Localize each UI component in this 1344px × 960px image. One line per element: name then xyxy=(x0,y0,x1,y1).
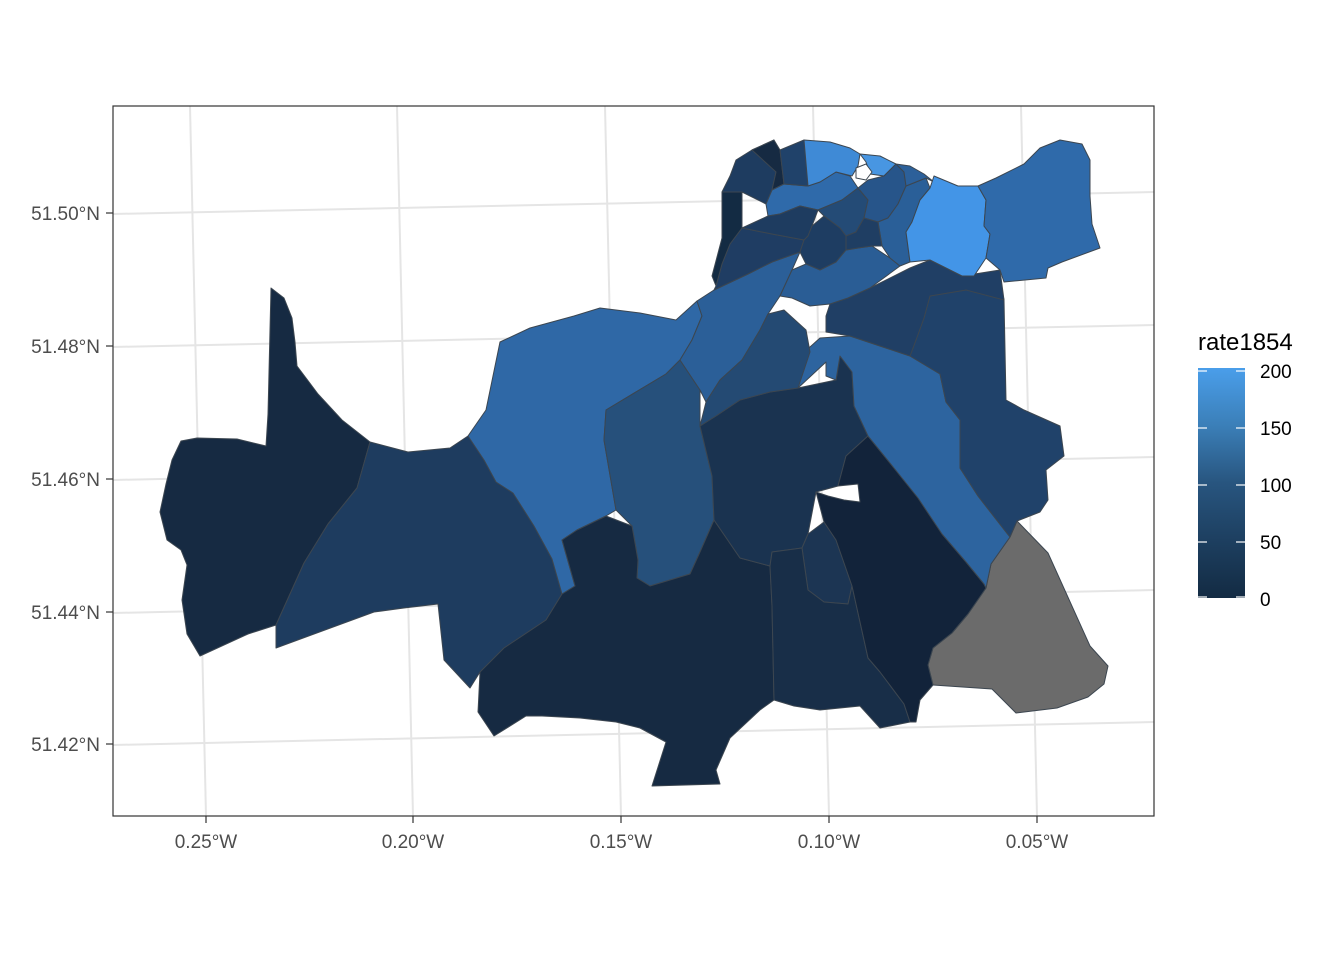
x-axis: 0.25°W 0.20°W 0.15°W 0.10°W 0.05°W xyxy=(175,816,1069,853)
y-tick-label: 51.44°N xyxy=(31,603,100,624)
legend-colorbar xyxy=(1198,368,1245,598)
district-northeast-far[interactable] xyxy=(977,139,1101,283)
x-tick-label: 0.15°W xyxy=(590,832,653,853)
y-tick-label: 51.48°N xyxy=(31,337,100,358)
legend-tick-label: 50 xyxy=(1260,533,1281,554)
district-north-east-c[interactable] xyxy=(845,217,883,251)
x-tick-label: 0.10°W xyxy=(798,832,861,853)
legend-tick-label: 100 xyxy=(1260,476,1292,497)
x-tick-label: 0.05°W xyxy=(1006,832,1069,853)
district-east-middle[interactable] xyxy=(825,259,1005,357)
district-north-bright[interactable] xyxy=(803,139,861,187)
x-tick-label: 0.25°W xyxy=(175,832,238,853)
district-east-far[interactable] xyxy=(909,281,1065,538)
district-south-large[interactable] xyxy=(477,515,775,787)
legend-tick-label: 150 xyxy=(1260,419,1292,440)
legend-title: rate1854 xyxy=(1198,329,1293,356)
y-axis: 51.50°N 51.48°N 51.46°N 51.44°N 51.42°N xyxy=(31,204,113,756)
y-tick-label: 51.46°N xyxy=(31,470,100,491)
districts xyxy=(159,139,1109,787)
grid-parallel-5142 xyxy=(113,721,1154,746)
district-west-far[interactable] xyxy=(159,287,371,657)
y-tick-label: 51.50°N xyxy=(31,204,100,225)
district-north-east-d[interactable] xyxy=(895,163,935,187)
legend: rate1854 200 150 100 50 0 xyxy=(1198,329,1293,611)
legend-tick-label: 200 xyxy=(1260,362,1292,383)
map-panel-border xyxy=(112,105,1155,817)
x-tick-label: 0.20°W xyxy=(382,832,445,853)
y-tick-label: 51.42°N xyxy=(31,735,100,756)
district-mid-diagonal[interactable] xyxy=(699,309,811,427)
legend-colorbar-ticks xyxy=(1198,370,1245,598)
district-river-gap xyxy=(855,163,873,181)
district-northwest-dark[interactable] xyxy=(711,191,743,287)
legend-tick-label: 0 xyxy=(1260,590,1271,611)
